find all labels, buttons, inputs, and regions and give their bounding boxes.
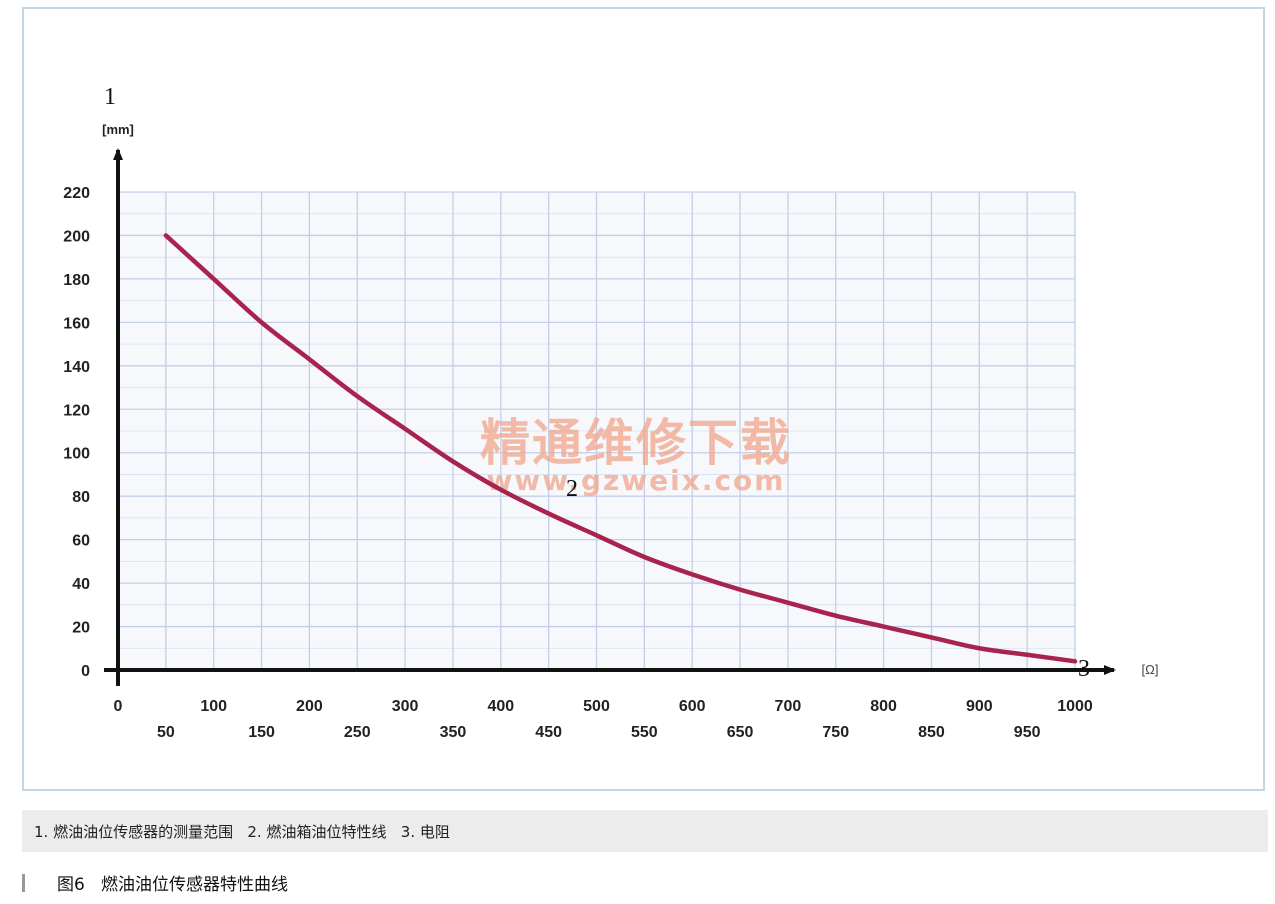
x-tick-label: 650 [727, 724, 754, 741]
x-tick-label: 450 [535, 724, 562, 741]
x-tick-label: 600 [679, 698, 706, 715]
x-tick-label: 500 [583, 698, 610, 715]
x-tick-label: 800 [870, 698, 897, 715]
series-line-0 [163, 233, 1078, 664]
x-tick-label: 950 [1014, 724, 1041, 741]
y-tick-label: 60 [72, 533, 90, 550]
y-tick-label: 80 [72, 489, 90, 506]
watermark: 精通维修下载 www.gzweix.com [480, 413, 792, 497]
legend-text: 1. 燃油油位传感器的测量范围 2. 燃油箱油位特性线 3. 电阻 [34, 823, 450, 841]
caption-bar [22, 874, 25, 892]
x-tick-label: 150 [248, 724, 275, 741]
series-layer [163, 233, 1078, 664]
x-tick-label: 1000 [1057, 698, 1093, 715]
axes [104, 148, 1116, 686]
marker-2: 2 [566, 476, 578, 502]
y-tick-label: 120 [63, 402, 90, 419]
y-tick-label: 100 [63, 446, 90, 463]
watermark-text-cn: 精通维修下载 [480, 413, 792, 472]
figure-caption: 图6 燃油油位传感器特性曲线 [57, 875, 289, 895]
x-tick-label: 250 [344, 724, 371, 741]
y-tick-label: 160 [63, 315, 90, 332]
x-tick-label: 350 [440, 724, 467, 741]
x-tick-label: 100 [200, 698, 227, 715]
watermark-text-url: www.gzweix.com [487, 464, 786, 497]
x-tick-label: 850 [918, 724, 945, 741]
marker-1: 1 [104, 84, 116, 110]
x-tick-label: 400 [487, 698, 514, 715]
y-tick-label: 20 [72, 620, 90, 637]
x-tick-label: 750 [822, 724, 849, 741]
x-tick-label: 700 [775, 698, 802, 715]
y-tick-label: 200 [63, 228, 90, 245]
x-tick-label: 300 [392, 698, 419, 715]
x-tick-label: 50 [157, 724, 175, 741]
legend-caption-band: 1. 燃油油位传感器的测量范围 2. 燃油箱油位特性线 3. 电阻 [22, 810, 1268, 852]
y-tick-label: 140 [63, 359, 90, 376]
y-axis-unit: [mm] [102, 122, 134, 137]
characteristic-chart: 精通维修下载 www.gzweix.com 020406080100120140… [63, 84, 1159, 741]
y-tick-label: 180 [63, 272, 90, 289]
x-tick-label: 900 [966, 698, 993, 715]
x-tick-label: 200 [296, 698, 323, 715]
x-axis-unit: [Ω] [1142, 662, 1159, 677]
y-tick-label: 0 [81, 663, 90, 680]
grid [117, 191, 1076, 671]
y-tick-label: 40 [72, 576, 90, 593]
x-tick-label: 0 [114, 698, 123, 715]
marker-3: 3 [1078, 656, 1090, 682]
x-tick-label: 550 [631, 724, 658, 741]
tick-labels: 0 20 40 60 80 100 120 140 160 180 200 220 0 100 200 300… [63, 185, 1093, 741]
y-tick-label: 220 [63, 185, 90, 202]
